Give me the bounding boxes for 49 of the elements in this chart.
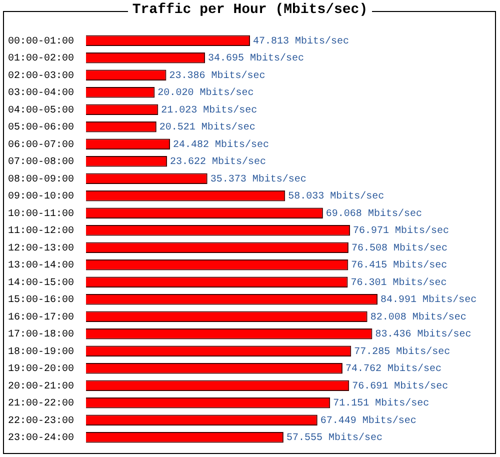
y-tick-label: 13:00-14:00 bbox=[8, 260, 74, 272]
data-label: 23.622 Mbits/sec bbox=[170, 156, 266, 168]
data-label: 71.151 Mbits/sec bbox=[333, 398, 430, 410]
data-label: 20.020 Mbits/sec bbox=[158, 87, 254, 100]
data-label: 74.762 Mbits/sec bbox=[345, 363, 442, 376]
data-label: 77.285 Mbits/sec bbox=[354, 346, 450, 358]
y-tick-label: 09:00-10:00 bbox=[8, 192, 74, 203]
y-tick-label: 21:00-22:00 bbox=[8, 398, 74, 410]
data-label: 76.301 Mbits/sec bbox=[350, 276, 447, 289]
y-tick-label: 16:00-17:00 bbox=[8, 312, 74, 324]
data-label: 58.033 Mbits/sec bbox=[288, 190, 384, 203]
data-label: 24.482 Mbits/sec bbox=[172, 138, 270, 151]
y-tick-label: 22:00-23:00 bbox=[8, 416, 74, 427]
y-tick-label: 12:00-13:00 bbox=[8, 243, 74, 254]
y-tick-label: 04:00-05:00 bbox=[8, 105, 74, 116]
y-tick-label: 05:00-06:00 bbox=[8, 122, 74, 134]
y-tick-label: 08:00-09:00 bbox=[8, 174, 74, 186]
y-tick-label: 10:00-11:00 bbox=[8, 208, 74, 220]
data-label: 21.023 Mbits/sec bbox=[161, 104, 258, 116]
y-tick-label: 20:00-21:00 bbox=[8, 381, 74, 392]
y-tick-label: 18:00-19:00 bbox=[8, 346, 74, 358]
y-tick-label: 14:00-15:00 bbox=[8, 278, 74, 289]
y-tick-label: 17:00-18:00 bbox=[8, 330, 74, 341]
data-label: 76.691 Mbits/sec bbox=[352, 380, 448, 392]
data-label: 34.695 Mbits/sec bbox=[208, 52, 304, 65]
data-label: 20.521 Mbits/sec bbox=[159, 122, 256, 134]
y-tick-label: 03:00-04:00 bbox=[8, 88, 74, 100]
y-tick-label: 19:00-20:00 bbox=[8, 364, 74, 376]
data-label: 82.008 Mbits/sec bbox=[370, 311, 466, 324]
chart-title: Traffic per Hour (Mbits/sec) bbox=[128, 2, 372, 18]
data-label: 69.068 Mbits/sec bbox=[326, 208, 422, 220]
data-label: 76.415 Mbits/sec bbox=[351, 260, 448, 272]
y-tick-label: 01:00-02:00 bbox=[8, 54, 74, 65]
data-label: 84.991 Mbits/sec bbox=[380, 294, 477, 306]
y-tick-label: 07:00-08:00 bbox=[8, 157, 74, 168]
data-label: 47.813 Mbits/sec bbox=[253, 35, 350, 48]
data-label: 83.436 Mbits/sec bbox=[375, 328, 472, 341]
y-tick-label: 02:00-03:00 bbox=[8, 70, 74, 82]
y-tick-label: 11:00-12:00 bbox=[8, 226, 74, 238]
data-label: 76.508 Mbits/sec bbox=[351, 242, 448, 254]
data-label: 35.373 Mbits/sec bbox=[210, 173, 306, 186]
y-tick-label: 00:00-01:00 bbox=[8, 36, 74, 48]
y-tick-label: 23:00-24:00 bbox=[8, 433, 74, 444]
data-label: 67.449 Mbits/sec bbox=[320, 414, 416, 427]
data-label: 57.555 Mbits/sec bbox=[286, 432, 382, 444]
data-label: 23.386 Mbits/sec bbox=[169, 70, 266, 82]
y-tick-label: 06:00-07:00 bbox=[8, 140, 74, 151]
y-tick-label: 15:00-16:00 bbox=[8, 295, 74, 306]
data-label: 76.971 Mbits/sec bbox=[353, 225, 450, 238]
